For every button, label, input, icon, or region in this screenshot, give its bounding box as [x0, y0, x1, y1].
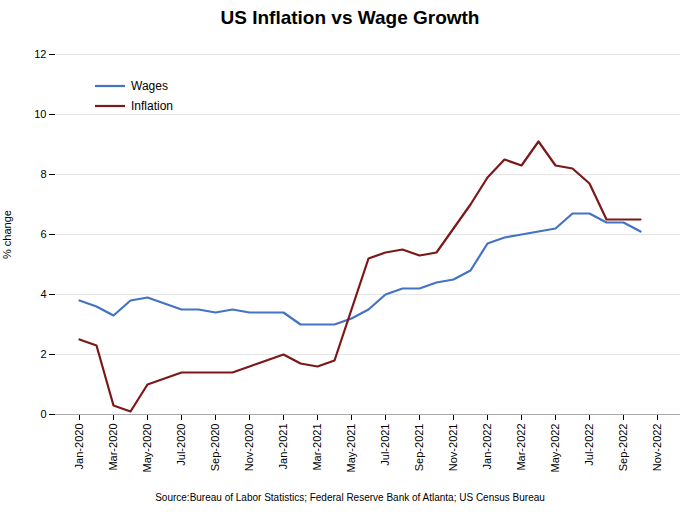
svg-text:Sep-2022: Sep-2022 [617, 424, 629, 472]
html-text:US Inflation vs Wage Growth: US Inflation vs Wage Growth [220, 7, 480, 28]
svg-text:Mar-2021: Mar-2021 [311, 424, 323, 471]
svg-text:Jan-2020: Jan-2020 [73, 424, 85, 470]
svg-text:Nov-2020: Nov-2020 [243, 424, 255, 472]
svg-text:Sep-2020: Sep-2020 [209, 424, 221, 472]
svg-text:Jul-2020: Jul-2020 [175, 424, 187, 466]
svg-text:Mar-2022: Mar-2022 [515, 424, 527, 471]
svg-text:0: 0 [40, 408, 46, 420]
svg-text:Jul-2021: Jul-2021 [379, 424, 391, 466]
svg-text:12: 12 [34, 48, 46, 60]
svg-text:4: 4 [40, 288, 46, 300]
svg-text:Sep-2021: Sep-2021 [413, 424, 425, 472]
svg-text:Nov-2021: Nov-2021 [447, 424, 459, 472]
svg-text:May-2022: May-2022 [549, 424, 561, 473]
svg-text:8: 8 [40, 168, 46, 180]
html-text:Inflation: Inflation [131, 99, 173, 113]
svg-text:2: 2 [40, 348, 46, 360]
svg-text:10: 10 [34, 108, 46, 120]
svg-text:6: 6 [40, 228, 46, 240]
svg-text:Jan-2021: Jan-2021 [277, 424, 289, 470]
svg-text:Jan-2022: Jan-2022 [481, 424, 493, 470]
html-text:Wages: Wages [131, 79, 168, 93]
svg-text:% change: % change [1, 210, 13, 259]
html-text:Source:Bureau of Labor Statist: Source:Bureau of Labor Statistics; Feder… [155, 492, 545, 503]
svg-text:May-2021: May-2021 [345, 424, 357, 473]
svg-text:May-2020: May-2020 [141, 424, 153, 473]
svg-text:Mar-2020: Mar-2020 [107, 424, 119, 471]
svg-text:Jul-2022: Jul-2022 [583, 424, 595, 466]
svg-text:Nov-2022: Nov-2022 [651, 424, 663, 472]
